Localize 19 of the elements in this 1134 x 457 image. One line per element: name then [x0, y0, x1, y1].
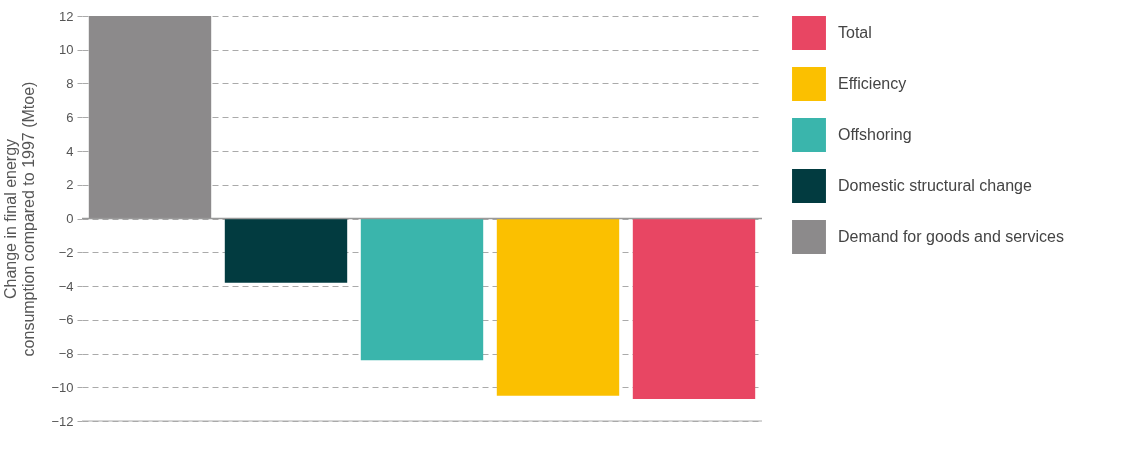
y-tick-label: 12	[59, 8, 74, 24]
y-tick-label: 6	[66, 109, 74, 125]
y-tick-label: −10	[51, 379, 74, 395]
y-tick-label: 4	[66, 143, 74, 159]
y-axis-title: Change in final energy consumption compared to 1997 (Mtoe)	[2, 81, 38, 357]
y-tick-label: −12	[51, 413, 74, 429]
y-tick-label: 10	[59, 42, 74, 58]
y-tick-label: −2	[58, 244, 74, 260]
legend-label: Demand for goods and services	[838, 228, 1064, 245]
y-tick-label: 0	[66, 211, 74, 226]
legend-label: Total	[838, 24, 872, 41]
y-tick-label: −4	[58, 278, 74, 294]
legend-label: Offshoring	[838, 126, 912, 143]
y-tick-label: −8	[58, 346, 74, 361]
legend-label: Efficiency	[838, 75, 907, 92]
y-tick-label: 8	[66, 76, 74, 91]
y-tick-label: −6	[58, 312, 74, 328]
legend-label: Domestic structural change	[838, 177, 1032, 194]
y-tick-label: 2	[66, 177, 74, 193]
